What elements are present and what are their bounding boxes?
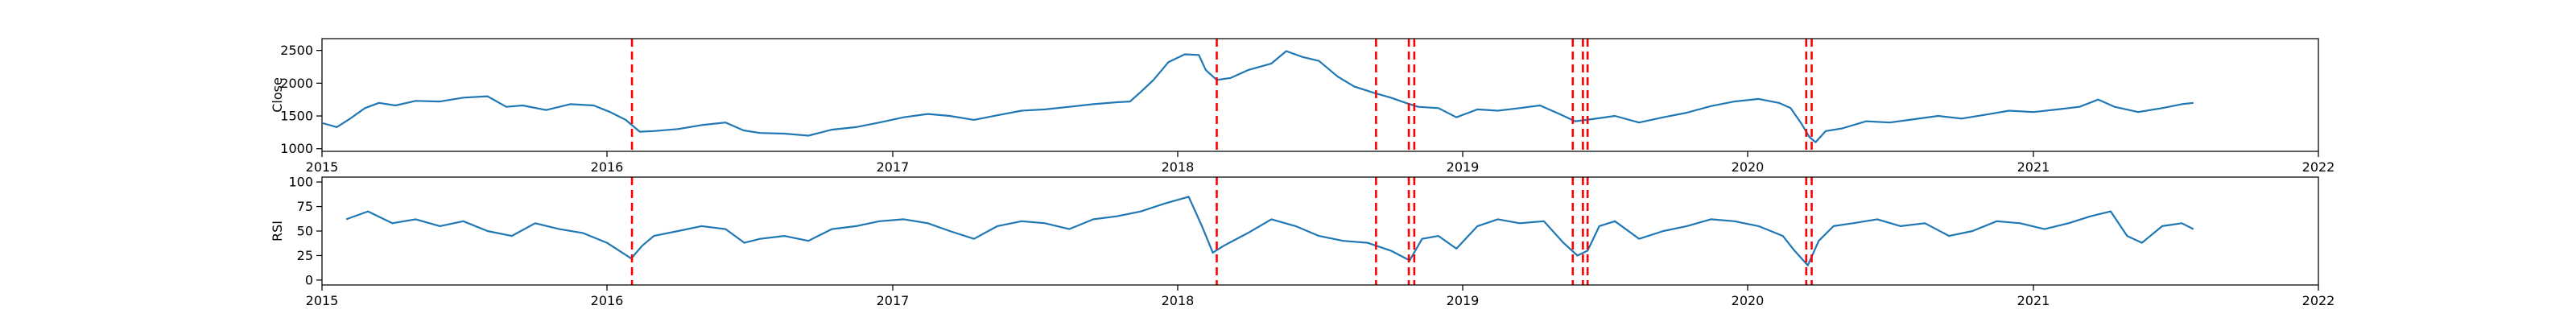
- rsi-panel: 0 25 50 75 100 2015 2016 2017 2018 2019 2020 2021 20…: [270, 175, 2334, 308]
- close-price-panel: 1000 1500 2000 2500 2015 2016 2017 2018 2019 2020…: [270, 38, 2335, 175]
- close-x-tick-label: 2022: [2302, 159, 2335, 175]
- close-axes-frame: [321, 38, 2319, 152]
- rsi-x-tick-label: 2022: [2302, 293, 2335, 308]
- close-x-tick-label: 2019: [1447, 159, 1480, 175]
- rsi-series-line: [345, 196, 2194, 266]
- close-y-tick-label: 1000: [280, 141, 313, 156]
- rsi-y-tick-label: 50: [297, 224, 313, 239]
- rsi-x-tick-label: 2016: [591, 293, 624, 308]
- rsi-y-tick-label: 0: [305, 272, 313, 287]
- close-x-tick-label: 2016: [591, 159, 624, 175]
- close-x-tick-label: 2020: [1732, 159, 1765, 175]
- rsi-y-axis-label: RSI: [270, 221, 285, 242]
- rsi-x-tick-label: 2018: [1162, 293, 1195, 308]
- close-y-tick-label: 2500: [280, 43, 313, 58]
- close-y-axis-label: Close: [270, 77, 285, 113]
- rsi-y-tick-label: 100: [288, 175, 313, 190]
- close-y-tick-label: 2000: [280, 76, 313, 91]
- rsi-x-tick-label: 2019: [1447, 293, 1480, 308]
- rsi-x-tick-label: 2020: [1732, 293, 1765, 308]
- rsi-y-tick-label: 75: [297, 199, 313, 214]
- rsi-x-tick-label: 2021: [2017, 293, 2050, 308]
- close-y-tick-label: 1500: [280, 109, 313, 124]
- close-x-tick-label: 2021: [2017, 159, 2050, 175]
- close-series-line: [322, 50, 2194, 143]
- close-x-tick-label: 2015: [306, 159, 339, 175]
- rsi-axes-frame: [321, 176, 2319, 286]
- close-x-tick-label: 2018: [1162, 159, 1195, 175]
- rsi-x-tick-label: 2015: [306, 293, 339, 308]
- close-x-tick-label: 2017: [877, 159, 910, 175]
- rsi-y-tick-label: 25: [297, 248, 313, 263]
- rsi-x-tick-label: 2017: [877, 293, 910, 308]
